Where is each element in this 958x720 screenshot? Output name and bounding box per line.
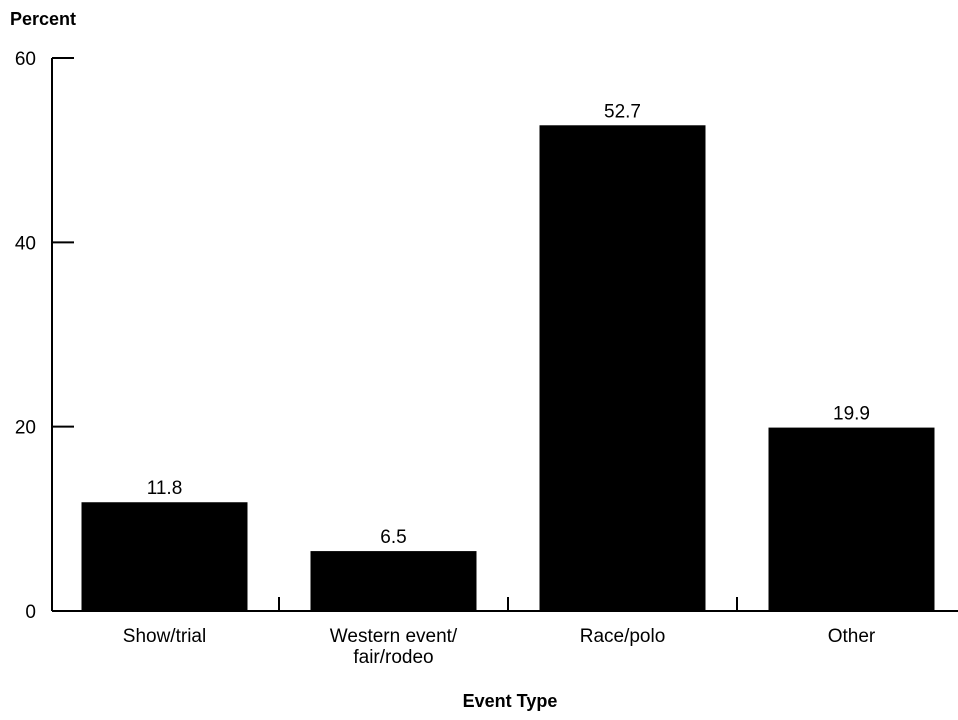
y-tick-label: 0 (25, 602, 36, 623)
y-axis-title: Percent (10, 9, 76, 29)
y-tick-label: 60 (15, 49, 36, 70)
data-label: 6.5 (380, 527, 406, 548)
bar (81, 502, 248, 611)
x-tick-label: Race/polo (580, 626, 666, 647)
x-tick-label: fair/rodeo (353, 647, 433, 668)
bar (768, 427, 935, 611)
y-tick-label: 40 (15, 233, 36, 254)
bar (310, 551, 477, 611)
labels: 11.8 Show/trial 6.5 Western event/fair/rode… (123, 101, 876, 668)
x-axis-title: Event Type (463, 691, 558, 711)
data-label: 19.9 (833, 404, 870, 425)
bars (81, 125, 935, 611)
y-tick-label: 20 (15, 418, 36, 439)
bar (539, 125, 706, 611)
x-tick-label: Western event/ (330, 626, 458, 647)
data-label: 52.7 (604, 101, 641, 122)
x-tick-label: Show/trial (123, 626, 206, 647)
x-tick-label: Other (828, 626, 876, 647)
data-label: 11.8 (147, 478, 183, 499)
